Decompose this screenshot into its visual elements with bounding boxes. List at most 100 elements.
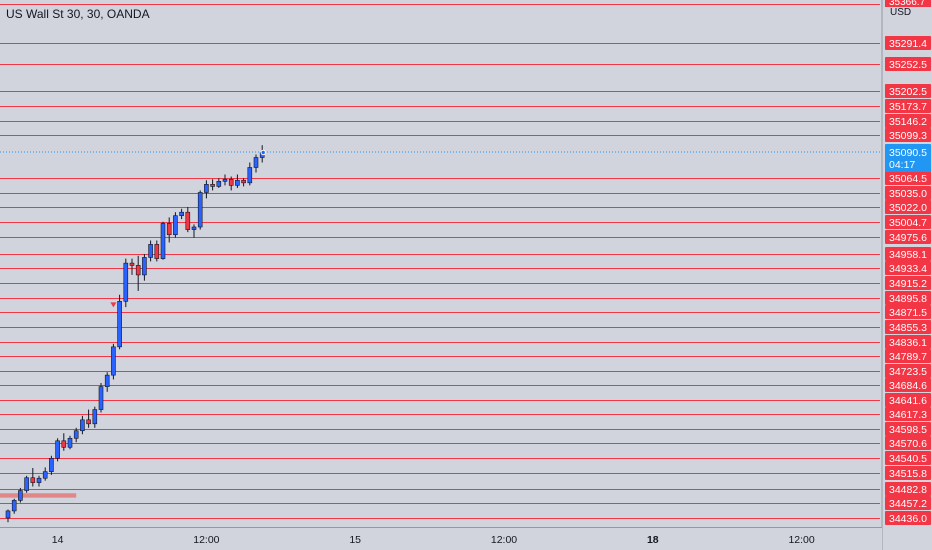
price-label-badge	[885, 364, 931, 378]
price-label-badge	[885, 36, 931, 50]
price-label-badge	[885, 230, 931, 244]
candle-body	[86, 419, 91, 425]
price-label-badge	[885, 186, 931, 200]
candle-body	[11, 500, 17, 512]
candle-body	[67, 437, 73, 448]
price-label-badge	[885, 171, 931, 185]
candle-body	[104, 374, 110, 387]
price-label-badge	[885, 436, 931, 450]
price-tick-label: 35035.0	[889, 188, 927, 200]
candle-body	[179, 211, 184, 216]
price-label-badge	[885, 466, 931, 480]
price-label-badge	[885, 200, 931, 214]
candle-body	[24, 477, 29, 491]
price-label-badge	[885, 349, 931, 363]
candle-body	[61, 440, 67, 448]
price-tick-label: 35173.7	[889, 101, 927, 113]
candle-body	[30, 477, 36, 483]
price-label-badge	[885, 99, 931, 113]
price-label-badge	[885, 305, 931, 319]
candle-body	[117, 301, 122, 348]
price-label-badge	[885, 261, 931, 275]
candle-body	[92, 409, 98, 425]
price-label-badge	[885, 496, 931, 510]
price-tick-label: 34540.5	[889, 453, 927, 465]
price-label-badge	[885, 482, 931, 496]
price-tick-label: 35004.7	[889, 217, 927, 229]
time-axis-background	[0, 527, 882, 550]
current-price-badge	[885, 144, 931, 172]
price-label-badge	[885, 215, 931, 229]
time-tick-label: 12:00	[491, 534, 517, 546]
price-label-badge	[885, 422, 931, 436]
price-tick-label: 34436.0	[889, 513, 927, 525]
candle-body	[222, 178, 228, 182]
price-label-badge	[885, 451, 931, 465]
price-tick-label: 34855.3	[889, 322, 927, 334]
price-tick-label: 34684.6	[889, 380, 927, 392]
candle-body	[18, 490, 23, 501]
candle-body	[123, 262, 129, 302]
price-label-badge	[885, 511, 931, 525]
price-tick-label: 34975.6	[889, 232, 927, 244]
time-tick-label: 12:00	[193, 534, 219, 546]
candle-body	[142, 257, 147, 276]
candle-body	[210, 184, 215, 187]
price-tick-label: 34789.7	[889, 351, 927, 363]
price-tick-label: 35099.3	[889, 130, 927, 142]
price-tick-label: 34958.1	[889, 249, 927, 261]
price-tick-label: 35146.2	[889, 116, 927, 128]
price-label-badge	[885, 247, 931, 261]
time-tick-label: 12:00	[788, 534, 814, 546]
price-tick-label: 34871.5	[889, 307, 927, 319]
price-label-badge	[885, 84, 931, 98]
candle-body	[216, 181, 222, 187]
candle-body	[36, 477, 42, 483]
price-tick-label: 34598.5	[889, 424, 927, 436]
candle-body	[204, 184, 209, 193]
candle-body	[129, 262, 135, 266]
price-tick-label: 35291.4	[889, 38, 927, 50]
price-tick-label: 34641.6	[889, 395, 927, 407]
candle-body	[185, 211, 191, 230]
price-tick-label: 34895.8	[889, 293, 927, 305]
countdown-label: 04:17	[889, 159, 915, 171]
signal-marker-icon	[110, 302, 117, 308]
candle-body	[253, 157, 259, 168]
candle-body	[247, 167, 253, 184]
candle-body	[235, 179, 240, 186]
candle-body	[197, 192, 203, 228]
price-label-badge	[885, 378, 931, 392]
candle-body	[42, 471, 48, 479]
price-label-badge	[885, 393, 931, 407]
price-label-badge	[885, 276, 931, 290]
time-tick-label: 14	[52, 534, 64, 546]
price-tick-label: 34933.4	[889, 263, 927, 275]
price-tick-label: 34515.8	[889, 468, 927, 480]
price-tick-label: 34457.2	[889, 498, 927, 510]
candle-body	[154, 244, 160, 259]
candle-body	[191, 226, 197, 230]
candle-body	[73, 430, 79, 439]
candle-body	[173, 215, 178, 236]
price-tick-label: 35202.5	[889, 86, 927, 98]
price-tick-label: 34723.5	[889, 366, 927, 378]
price-tick-label: 35252.5	[889, 59, 927, 71]
symbol-title: US Wall St 30, 30, OANDA	[6, 7, 150, 21]
candle-body	[80, 419, 85, 432]
price-label-badge	[885, 320, 931, 334]
price-label-top-partial-text: 35366.7	[889, 0, 926, 8]
last-price-dot	[260, 149, 266, 156]
price-tick-label: 34570.6	[889, 438, 927, 450]
candle-body	[228, 178, 234, 186]
candle-body	[166, 223, 172, 236]
price-label-top-partial	[885, 0, 931, 7]
price-label-badge	[885, 407, 931, 421]
current-price-label: 35090.5	[889, 147, 927, 159]
price-label-badge	[885, 57, 931, 71]
candle-body	[98, 386, 104, 410]
price-label-badge	[885, 335, 931, 349]
price-tick-label: 35064.5	[889, 173, 927, 185]
